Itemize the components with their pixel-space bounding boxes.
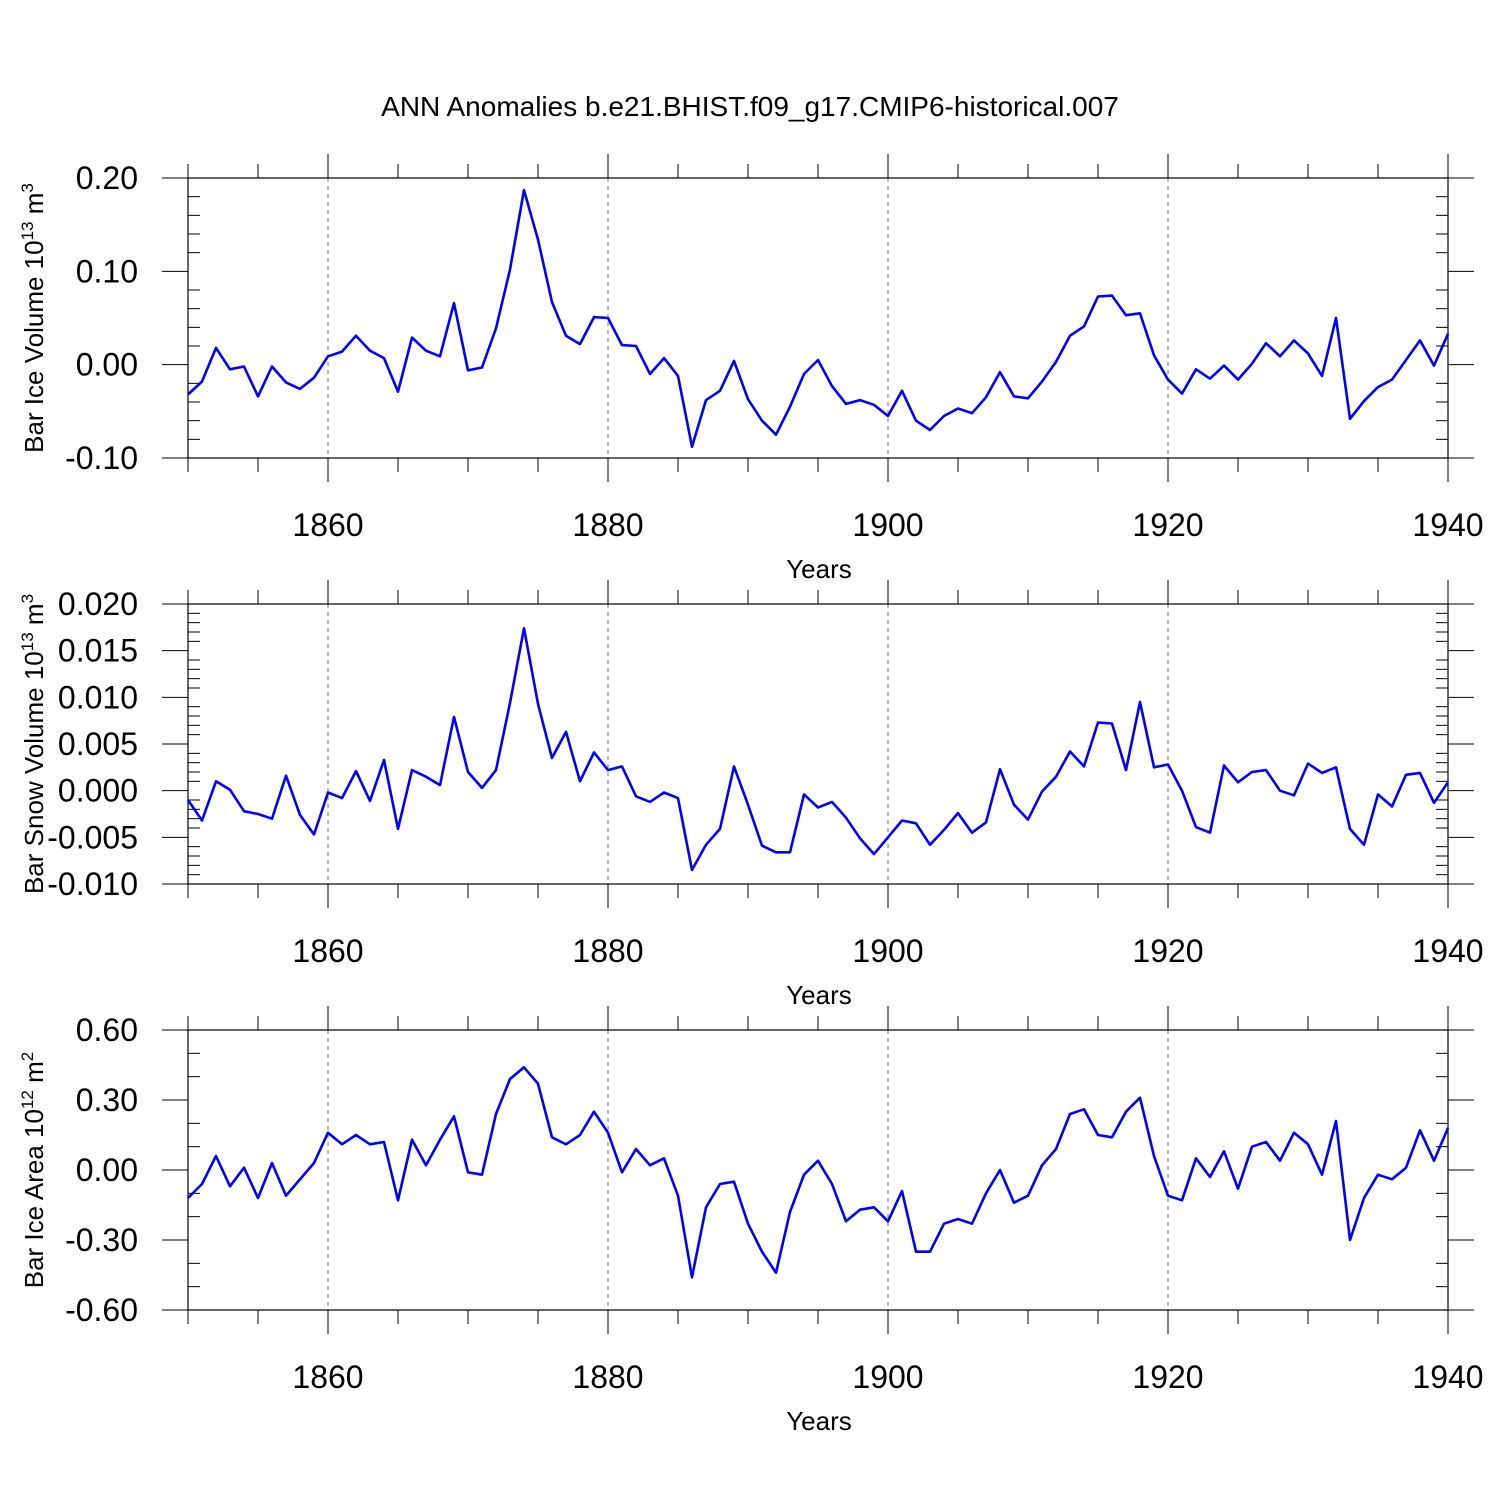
- x-tick-label: 1900: [852, 507, 923, 543]
- y-axis-label-part: m: [19, 193, 49, 222]
- panel-1: 1860 1880 1900 1920 1940 -0.10 0.00 0.10 0.20 Yea…: [18, 154, 1484, 584]
- y-tick-label: -0.005: [47, 819, 138, 855]
- plot-frame: [187, 603, 1449, 885]
- x-axis-label: Years: [786, 980, 852, 1010]
- x-tick-label: 1860: [292, 933, 363, 969]
- y-tick-label: 0.10: [76, 253, 138, 289]
- x-tick-label: 1940: [1412, 507, 1483, 543]
- y-axis-label-part: m: [19, 603, 49, 632]
- x-tick-label: 1880: [572, 507, 643, 543]
- x-tick-label: 1860: [292, 507, 363, 543]
- y-axis-label: Bar Ice Volume 1013 m3: [18, 183, 49, 453]
- series-line: [187, 1066, 1450, 1279]
- x-axis-label: Years: [786, 554, 852, 584]
- y-tick-label: -0.10: [65, 440, 138, 476]
- panel-3: 1860 1880 1900 1920 1940 -0.60 -0.30 0.00 0.30 0.…: [18, 1006, 1484, 1436]
- x-tick-label: 1940: [1412, 933, 1483, 969]
- y-tick-label: -0.60: [65, 1292, 138, 1328]
- y-axis-label-superscript: 13: [18, 221, 37, 240]
- plot-frame: [187, 1029, 1449, 1311]
- x-tick-label: 1880: [572, 933, 643, 969]
- y-axis-label: Bar Snow Volume 1013 m3: [18, 594, 49, 894]
- x-tick-label: 1860: [292, 1359, 363, 1395]
- x-tick-label: 1900: [852, 1359, 923, 1395]
- y-axis-label-superscript: 3: [18, 183, 37, 192]
- y-tick-label: 0.005: [58, 726, 138, 762]
- y-tick-label: 0.015: [58, 633, 138, 669]
- y-tick-label: 0.20: [76, 160, 138, 196]
- chart-title: ANN Anomalies b.e21.BHIST.f09_g17.CMIP6-…: [381, 91, 1119, 122]
- plot-frame: [187, 177, 1449, 459]
- y-tick-label: 0.00: [76, 347, 138, 383]
- x-tick-label: 1920: [1132, 507, 1203, 543]
- y-axis-label-part: Bar Snow Volume 10: [19, 651, 49, 894]
- y-tick-label: 0.000: [58, 773, 138, 809]
- x-tick-label: 1940: [1412, 1359, 1483, 1395]
- y-tick-label: -0.30: [65, 1222, 138, 1258]
- x-tick-label: 1920: [1132, 933, 1203, 969]
- x-tick-label: 1920: [1132, 1359, 1203, 1395]
- y-axis-label-part: Bar Ice Area 10: [19, 1109, 49, 1288]
- y-axis-label-superscript: 13: [18, 632, 37, 651]
- x-tick-label: 1880: [572, 1359, 643, 1395]
- y-tick-label: 0.00: [76, 1152, 138, 1188]
- x-tick-label: 1900: [852, 933, 923, 969]
- y-tick-label: -0.010: [47, 866, 138, 902]
- y-axis-label-superscript: 2: [18, 1052, 37, 1061]
- y-tick-label: 0.60: [76, 1012, 138, 1048]
- x-axis-label: Years: [786, 1406, 852, 1436]
- y-tick-label: 0.010: [58, 679, 138, 715]
- series-line: [187, 188, 1450, 449]
- y-axis-label-superscript: 3: [18, 594, 37, 603]
- y-tick-label: 0.020: [58, 586, 138, 622]
- y-axis-label-part: Bar Ice Volume 10: [19, 240, 49, 452]
- series-line: [186, 626, 1450, 872]
- y-axis-label-superscript: 12: [18, 1090, 37, 1109]
- y-tick-label: 0.30: [76, 1082, 138, 1118]
- y-axis-label: Bar Ice Area 1012 m2: [18, 1052, 49, 1289]
- y-axis-label-part: m: [19, 1061, 49, 1090]
- panel-2: 1860 1880 1900 1920 1940 -0.010 -0.005 0.000 0.0…: [18, 580, 1484, 1010]
